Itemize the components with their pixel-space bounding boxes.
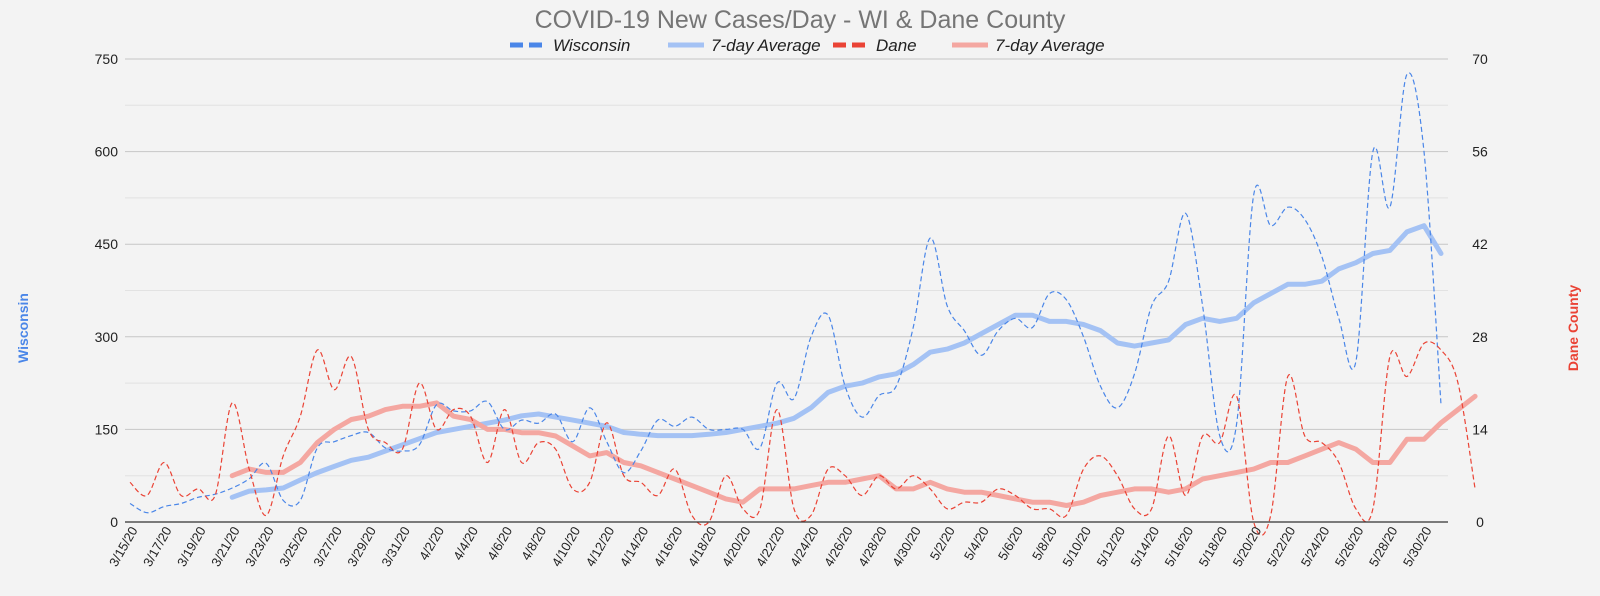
series-line-7-day-average-right	[229, 393, 1478, 508]
x-tick-label: 4/14/20	[617, 524, 652, 569]
x-tick-label: 5/2/20	[927, 524, 958, 563]
x-tick-label: 4/12/20	[583, 524, 618, 569]
x-tick-label: 5/20/20	[1230, 524, 1265, 569]
x-tick-label: 3/17/20	[140, 524, 175, 569]
x-tick-label: 5/10/20	[1059, 524, 1094, 569]
y-tick-right: 28	[1472, 329, 1488, 345]
x-tick-label: 3/31/20	[378, 524, 413, 569]
gridlines	[125, 58, 1448, 477]
x-tick-label: 5/26/20	[1332, 524, 1367, 569]
x-tick-label: 4/30/20	[889, 524, 924, 569]
x-tick-label: 4/20/20	[719, 524, 754, 569]
x-tick-label: 3/19/20	[174, 524, 209, 569]
series-line-dane	[129, 341, 1476, 536]
legend-label: Dane	[876, 36, 917, 55]
y-tick-left: 600	[95, 144, 119, 160]
y-tick-left: 150	[95, 421, 119, 437]
y-tick-right: 42	[1472, 236, 1488, 252]
y-tick-left: 750	[95, 51, 119, 67]
x-tick-label: 3/15/20	[106, 524, 141, 569]
x-tick-label: 4/18/20	[685, 524, 720, 569]
x-tick-label: 5/4/20	[961, 524, 992, 563]
x-tick-label: 3/23/20	[242, 524, 277, 569]
x-tick-label: 3/29/20	[344, 524, 379, 569]
x-tick-label: 5/14/20	[1127, 524, 1162, 569]
x-tick-label: 5/6/20	[995, 524, 1026, 563]
y-axis-right-title: Dane County	[1565, 285, 1581, 372]
x-tick-label: 4/6/20	[484, 524, 515, 563]
x-tick-label: 5/28/20	[1366, 524, 1401, 569]
legend-item: Dane	[833, 36, 917, 55]
y-tick-right: 14	[1472, 421, 1488, 437]
legend-label: Wisconsin	[553, 36, 630, 55]
x-tick-label: 4/22/20	[753, 524, 788, 569]
x-tick-label: 5/18/20	[1196, 524, 1231, 569]
x-tick-label: 4/16/20	[651, 524, 686, 569]
x-tick-label: 5/8/20	[1029, 524, 1060, 563]
series-group	[129, 72, 1478, 536]
x-tick-label: 4/10/20	[549, 524, 584, 569]
y-tick-right: 56	[1472, 144, 1488, 160]
x-tick-label: 5/12/20	[1093, 524, 1128, 569]
x-tick-label: 3/21/20	[208, 524, 243, 569]
series-line-7-day-average-left	[229, 223, 1444, 500]
x-tick-label: 4/4/20	[450, 524, 481, 563]
legend: Wisconsin 7-day Average Dane 7-day Average	[510, 36, 1105, 55]
legend-label: 7-day Average	[711, 36, 821, 55]
y-tick-left: 0	[110, 514, 118, 530]
x-tick-label: 5/22/20	[1264, 524, 1299, 569]
legend-item: Wisconsin	[510, 36, 630, 55]
x-tick-label: 4/26/20	[821, 524, 856, 569]
x-tick-label: 3/25/20	[276, 524, 311, 569]
legend-item: 7-day Average	[952, 36, 1105, 55]
x-tick-label: 5/24/20	[1298, 524, 1333, 569]
y-tick-left: 300	[95, 329, 119, 345]
y-tick-right: 70	[1472, 51, 1488, 67]
legend-label: 7-day Average	[995, 36, 1105, 55]
x-tick-label: 4/28/20	[855, 524, 890, 569]
x-tick-label: 3/27/20	[310, 524, 345, 569]
chart-title: COVID-19 New Cases/Day - WI & Dane Count…	[535, 6, 1066, 34]
y-tick-right: 0	[1476, 514, 1484, 530]
y-tick-left: 450	[95, 236, 119, 252]
x-tick-label: 5/30/20	[1400, 524, 1435, 569]
legend-item: 7-day Average	[668, 36, 821, 55]
x-tick-label: 5/16/20	[1162, 524, 1197, 569]
series-line-wisconsin	[129, 72, 1442, 514]
y-axis-left-title: Wisconsin	[15, 293, 31, 363]
x-tick-label: 4/8/20	[518, 524, 549, 563]
x-tick-label: 4/2/20	[416, 524, 447, 563]
x-tick-label: 4/24/20	[787, 524, 822, 569]
